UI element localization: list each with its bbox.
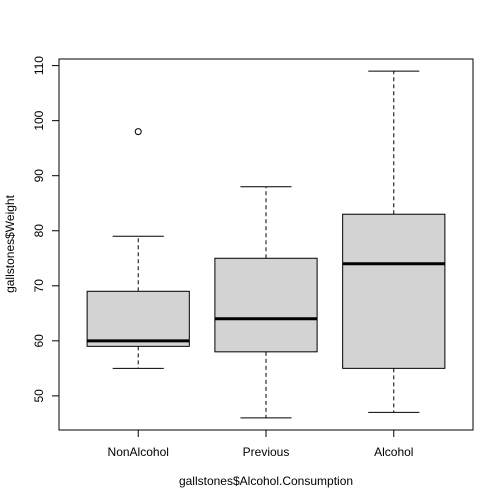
y-tick-label: 50 bbox=[32, 389, 46, 403]
iqr-box bbox=[342, 213, 446, 369]
y-tick-label: 80 bbox=[32, 224, 46, 238]
boxes-layer bbox=[86, 70, 446, 419]
y-tick-label: 90 bbox=[32, 169, 46, 183]
x-tick-label: Alcohol bbox=[374, 445, 413, 459]
outlier-point bbox=[134, 128, 142, 136]
box-nonalcohol bbox=[86, 128, 190, 369]
x-axis-title: gallstones$Alcohol.Consumption bbox=[179, 474, 353, 488]
y-tick-label: 60 bbox=[32, 334, 46, 348]
x-axis: NonAlcohol Previous Alcohol bbox=[108, 429, 413, 459]
y-axis: 50 60 70 80 90 100 110 bbox=[32, 56, 60, 403]
iqr-box bbox=[214, 257, 318, 353]
box-alcohol bbox=[342, 70, 446, 413]
box-previous bbox=[214, 186, 318, 419]
iqr-box bbox=[86, 290, 190, 347]
y-tick-label: 100 bbox=[32, 110, 46, 130]
x-tick-label: Previous bbox=[243, 445, 290, 459]
y-tick-label: 70 bbox=[32, 279, 46, 293]
y-axis-title: gallstones$Weight bbox=[3, 194, 17, 293]
y-tick-label: 110 bbox=[32, 56, 46, 75]
x-tick-label: NonAlcohol bbox=[108, 445, 169, 459]
